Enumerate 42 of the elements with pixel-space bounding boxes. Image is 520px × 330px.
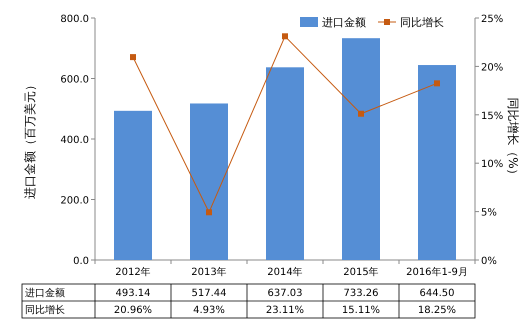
data-label: 517.44 [192,288,226,299]
legend-label: 同比增长 [400,16,444,29]
legend-label: 进口金额 [322,16,366,29]
data-label: 637.03 [268,288,302,299]
point [130,54,136,60]
data-label: 15.11% [342,305,380,316]
y2-tick-label: 25% [481,14,504,25]
bar [418,65,456,260]
x-tick-label: 2013年 [191,266,227,278]
bar [342,38,380,260]
point [206,209,212,216]
data-label: 644.50 [420,288,454,299]
y-tick-label: 400.0 [60,135,89,146]
bar [266,67,304,260]
data-label: 733.26 [344,288,378,299]
point [434,80,440,86]
data-label: 20.96% [114,305,152,316]
x-tick-label: 2015年 [343,266,379,278]
y2-tick-label: 20% [481,62,504,74]
y2-tick-label: 15% [481,110,504,122]
y-axis-title: 进口金额（百万美元） [23,79,37,199]
data-label: 493.14 [116,288,150,299]
point [358,110,364,117]
text: 同比增长 [25,305,65,316]
point [282,33,288,40]
data-label: 18.25% [418,305,456,316]
y-tick-label: 800.0 [60,14,89,25]
x-tick-label: 2014年 [267,266,303,278]
data-label: 4.93% [193,305,225,316]
bar [190,103,228,260]
x-tick-label: 2012年 [115,266,151,278]
text: 进口金额 [25,288,65,299]
y2-axis-title: 同比增长（%） [506,97,520,181]
y-tick-label: 200.0 [60,196,89,206]
y-tick-label: 0.0 [73,256,89,267]
bar [114,110,152,260]
data-label: 23.11% [266,305,304,316]
x-tick-label: 2016年1-9月 [406,266,468,278]
y-tick-label: 600.0 [60,74,89,86]
y2-tick-label: 5% [481,208,497,219]
y2-tick-label: 0% [481,256,497,267]
y2-tick-label: 10% [481,159,504,170]
